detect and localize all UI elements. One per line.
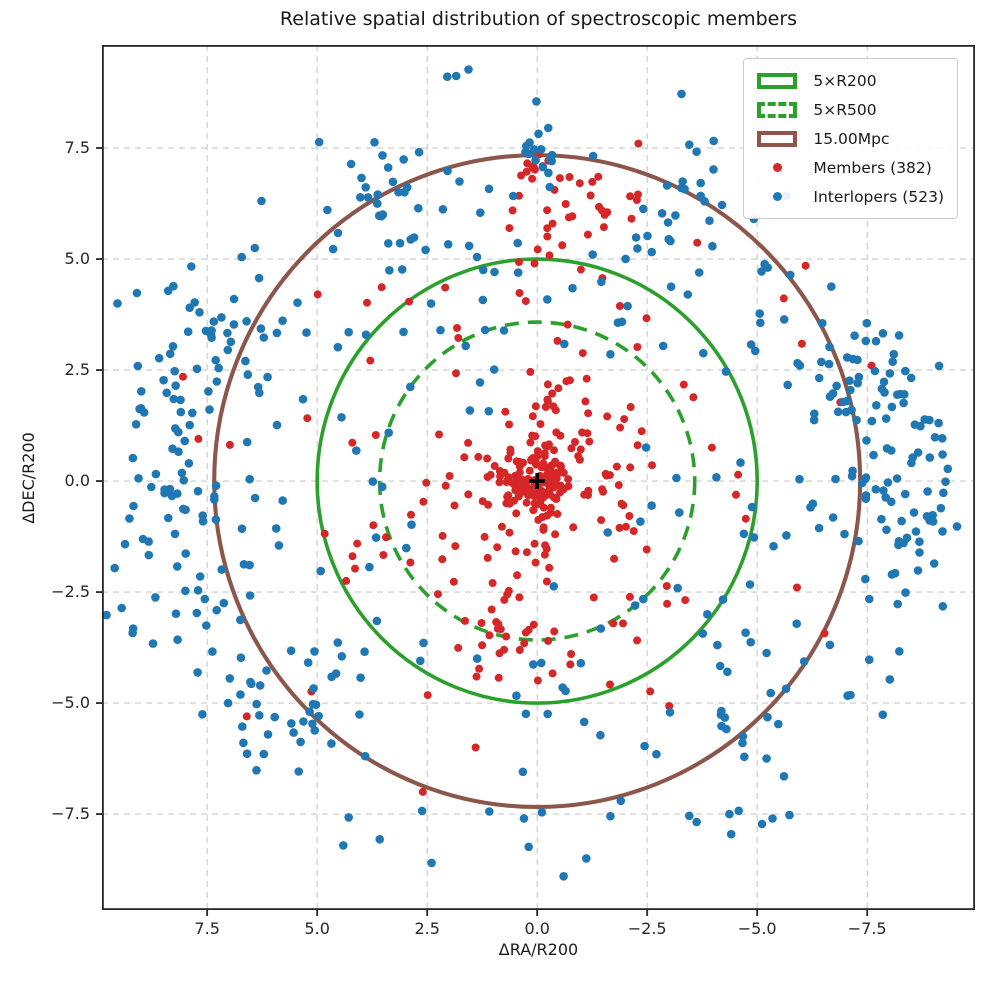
legend-item-label: Interlopers (523) (813, 187, 944, 206)
plot-area: 5×R200 5×R500 15.00Mpc Members (382) Interlo… (96, 44, 976, 916)
circle-swatch-icon (754, 72, 800, 89)
circle-5r500 (377, 320, 697, 642)
cluster-center-marker (529, 473, 546, 490)
x-axis-label: ΔRA/R200 (498, 940, 579, 959)
y-tick-label: 7.5 (64, 138, 90, 158)
swatch (772, 163, 782, 172)
legend-item-label: Members (382) (813, 158, 932, 177)
y-tick-label: 2.5 (64, 360, 90, 380)
plot-canvas (96, 44, 976, 916)
swatch (757, 72, 798, 89)
tick-marks (96, 147, 869, 916)
legend-item-label: 15.00Mpc (813, 129, 890, 148)
legend-item: 15.00Mpc (754, 124, 944, 153)
legend-item: 5×R200 (754, 66, 944, 95)
y-tick-label: −5.0 (51, 693, 90, 713)
x-tick-label: 0.0 (524, 919, 550, 938)
legend-item: Interlopers (523) (754, 182, 944, 211)
legend: 5×R200 5×R500 15.00Mpc Members (382) Interlo… (743, 58, 958, 219)
circle-swatch-icon (754, 101, 800, 118)
swatch (757, 101, 798, 118)
legend-item: Members (382) (754, 153, 944, 182)
x-tick-label: −7.5 (847, 919, 887, 938)
x-tick-label: −5.0 (737, 919, 777, 938)
interlopers-points (102, 65, 962, 881)
members-points (179, 139, 876, 796)
y-tick-label: 0.0 (64, 471, 90, 491)
swatch (772, 192, 782, 201)
swatch (757, 130, 798, 147)
x-tick-label: 7.5 (194, 919, 220, 938)
dot-swatch-icon (754, 163, 800, 172)
y-tick-label: −7.5 (51, 804, 90, 824)
x-tick-label: −2.5 (627, 919, 667, 938)
legend-item-label: 5×R500 (813, 100, 877, 119)
x-tick-label: 2.5 (414, 919, 440, 938)
dot-swatch-icon (754, 192, 800, 201)
circle-swatch-icon (754, 130, 800, 147)
axes-spines (101, 44, 976, 911)
y-tick-label: −2.5 (51, 582, 90, 602)
y-tick-label: 5.0 (64, 249, 90, 269)
legend-item-label: 5×R200 (813, 71, 877, 90)
legend-item: 5×R500 (754, 95, 944, 124)
circle-5r200 (315, 257, 759, 705)
x-tick-label: 5.0 (304, 919, 330, 938)
chart-title: Relative spatial distribution of spectro… (279, 8, 798, 30)
